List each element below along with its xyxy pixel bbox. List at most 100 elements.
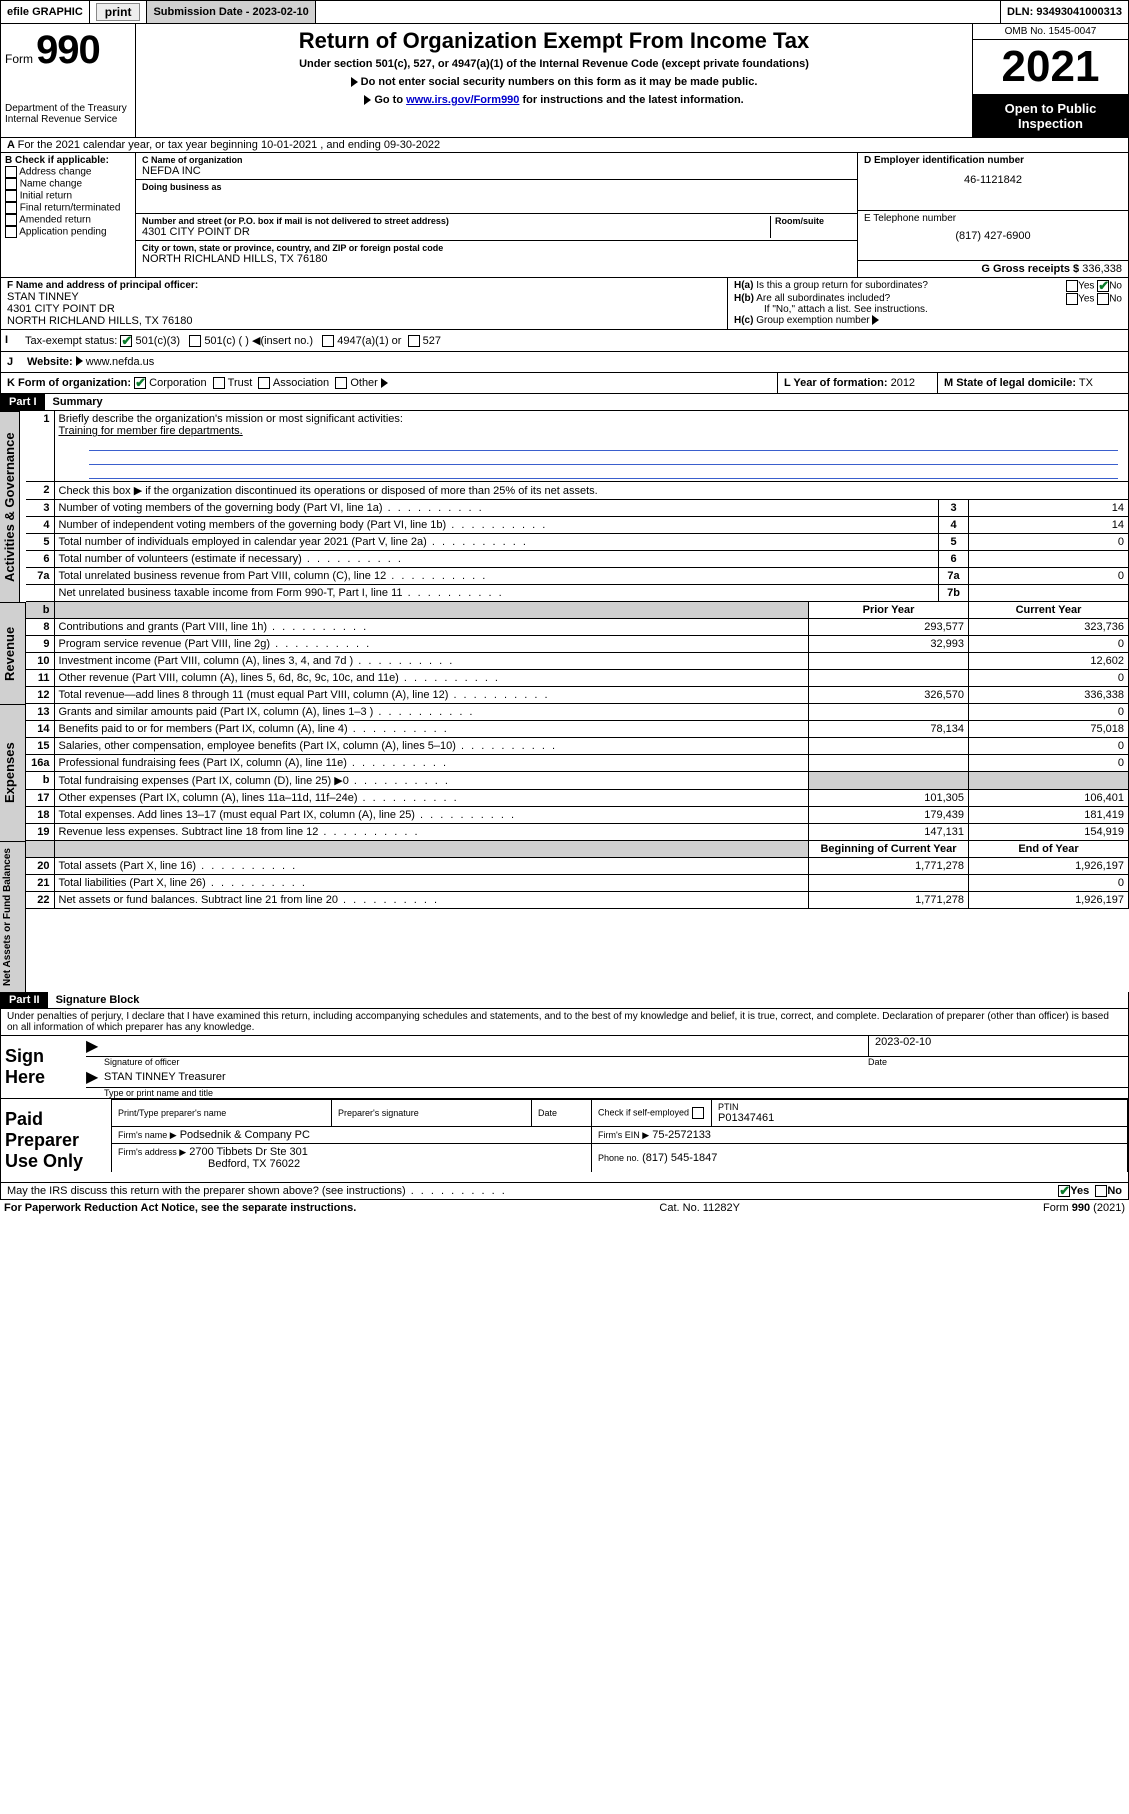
b-checkbox-item[interactable]: Name change xyxy=(5,178,131,190)
year-formation: 2012 xyxy=(891,377,915,389)
k-trust-checkbox[interactable] xyxy=(213,377,225,389)
k-other-checkbox[interactable] xyxy=(335,377,347,389)
gross-label: G Gross receipts $ xyxy=(981,263,1079,275)
subtitle-2: Do not enter social security numbers on … xyxy=(140,76,968,88)
firm-name: Podsednik & Company PC xyxy=(180,1129,310,1141)
gross-value: 336,338 xyxy=(1082,263,1122,275)
row-j: J Website: www.nefda.us xyxy=(0,352,1129,373)
state-domicile: TX xyxy=(1079,377,1093,389)
subtitle-1: Under section 501(c), 527, or 4947(a)(1)… xyxy=(140,58,968,70)
paid-preparer-block: Paid Preparer Use Only Print/Type prepar… xyxy=(0,1099,1129,1183)
discuss-row: May the IRS discuss this return with the… xyxy=(0,1183,1129,1200)
firm-addr: 2700 Tibbets Dr Ste 301 xyxy=(189,1146,308,1158)
b-checkbox-item[interactable]: Final return/terminated xyxy=(5,202,131,214)
dln: DLN: 93493041000313 xyxy=(1007,6,1122,18)
mission-text: Training for member fire departments. xyxy=(59,425,243,437)
i-501c-checkbox[interactable] xyxy=(189,335,201,347)
table-row: 20Total assets (Part X, line 16)1,771,27… xyxy=(26,858,1129,875)
sign-here-block: Sign Here ▶ 2023-02-10 Signature of offi… xyxy=(0,1036,1129,1099)
k-assoc-checkbox[interactable] xyxy=(258,377,270,389)
b-checkbox-item[interactable]: Application pending xyxy=(5,226,131,238)
table-row: 22Net assets or fund balances. Subtract … xyxy=(26,892,1129,909)
irs-label: Internal Revenue Service xyxy=(5,114,131,125)
ha-yes-checkbox[interactable] xyxy=(1066,280,1078,292)
phone-value: (817) 427-6900 xyxy=(864,230,1122,242)
section-fh: F Name and address of principal officer:… xyxy=(0,278,1129,330)
ha-no-checkbox[interactable] xyxy=(1097,280,1109,292)
hb-no-checkbox[interactable] xyxy=(1097,293,1109,305)
subtitle-3: Go to www.irs.gov/Form990 for instructio… xyxy=(140,94,968,106)
col-f: F Name and address of principal officer:… xyxy=(1,278,728,329)
part1-header: Part I Summary xyxy=(0,394,1129,411)
ein-value: 46-1121842 xyxy=(864,174,1122,186)
form-header: Form 990 Department of the Treasury Inte… xyxy=(0,24,1129,138)
omb-number: OMB No. 1545-0047 xyxy=(973,24,1128,40)
form-number: 990 xyxy=(36,28,100,72)
table-row: 7aTotal unrelated business revenue from … xyxy=(26,568,1129,585)
hb-yes-checkbox[interactable] xyxy=(1066,293,1078,305)
rev-table: b Prior Year Current Year 8Contributions… xyxy=(26,602,1129,704)
addr-label: Number and street (or P.O. box if mail i… xyxy=(142,216,766,226)
tax-year: 2021 xyxy=(1002,42,1100,91)
c-name-label: C Name of organization xyxy=(142,155,851,165)
table-row: 12Total revenue—add lines 8 through 11 (… xyxy=(26,687,1129,704)
b-checkbox-item[interactable]: Amended return xyxy=(5,214,131,226)
row-a: A For the 2021 calendar year, or tax yea… xyxy=(0,138,1129,153)
officer-addr1: 4301 CITY POINT DR xyxy=(7,303,721,315)
form-word: Form xyxy=(5,52,33,66)
table-row: 9Program service revenue (Part VIII, lin… xyxy=(26,636,1129,653)
col-c: C Name of organization NEFDA INC Doing b… xyxy=(136,153,858,277)
tab-netassets: Net Assets or Fund Balances xyxy=(0,841,26,992)
officer-name: STAN TINNEY xyxy=(7,291,721,303)
table-row: 17Other expenses (Part IX, column (A), l… xyxy=(26,790,1129,807)
col-deg: D Employer identification number 46-1121… xyxy=(858,153,1128,277)
table-row: 6Total number of volunteers (estimate if… xyxy=(26,551,1129,568)
self-employed-checkbox[interactable] xyxy=(692,1107,704,1119)
irs-link[interactable]: www.irs.gov/Form990 xyxy=(406,94,519,106)
row-i: I Tax-exempt status: 501(c)(3) 501(c) ( … xyxy=(0,330,1129,352)
b-checkbox-item[interactable]: Initial return xyxy=(5,190,131,202)
k-corp-checkbox[interactable] xyxy=(134,377,146,389)
col-h: H(a) Is this a group return for subordin… xyxy=(728,278,1128,329)
table-row: 14Benefits paid to or for members (Part … xyxy=(26,721,1129,738)
section-bcd: B Check if applicable: Address change Na… xyxy=(0,153,1129,278)
phone-label: E Telephone number xyxy=(864,213,1122,224)
header-bar: efile GRAPHIC print Submission Date - 20… xyxy=(0,0,1129,24)
dept-treasury: Department of the Treasury xyxy=(5,103,131,114)
i-501c3-checkbox[interactable] xyxy=(120,335,132,347)
exp-table: 13Grants and similar amounts paid (Part … xyxy=(26,704,1129,841)
triangle-icon xyxy=(872,315,879,325)
tab-activities: Activities & Governance xyxy=(0,411,20,602)
table-row: 10Investment income (Part VIII, column (… xyxy=(26,653,1129,670)
discuss-yes-checkbox[interactable] xyxy=(1058,1185,1070,1197)
dba-label: Doing business as xyxy=(142,182,851,192)
h-note: If "No," attach a list. See instructions… xyxy=(764,304,1122,315)
i-4947-checkbox[interactable] xyxy=(322,335,334,347)
sign-here-label: Sign Here xyxy=(1,1036,86,1098)
table-row: 18Total expenses. Add lines 13–17 (must … xyxy=(26,807,1129,824)
table-row: 8Contributions and grants (Part VIII, li… xyxy=(26,619,1129,636)
table-row: 21Total liabilities (Part X, line 26)0 xyxy=(26,875,1129,892)
table-row: Net unrelated business taxable income fr… xyxy=(26,585,1129,602)
row-klm: K Form of organization: Corporation Trus… xyxy=(0,373,1129,394)
discuss-no-checkbox[interactable] xyxy=(1095,1185,1107,1197)
org-city: NORTH RICHLAND HILLS, TX 76180 xyxy=(142,253,851,265)
tab-expenses: Expenses xyxy=(0,704,26,841)
part2-header: Part II Signature Block xyxy=(0,992,1129,1009)
firm-ein: 75-2572133 xyxy=(652,1129,711,1141)
officer-addr2: NORTH RICHLAND HILLS, TX 76180 xyxy=(7,315,721,327)
b-checkbox-item[interactable]: Address change xyxy=(5,166,131,178)
i-527-checkbox[interactable] xyxy=(408,335,420,347)
table-row: bTotal fundraising expenses (Part IX, co… xyxy=(26,772,1129,790)
na-table: Beginning of Current Year End of Year 20… xyxy=(26,841,1129,909)
preparer-phone: (817) 545-1847 xyxy=(642,1152,717,1164)
submission-date: Submission Date - 2023-02-10 xyxy=(153,6,308,18)
table-row: 4Number of independent voting members of… xyxy=(26,517,1129,534)
form-title: Return of Organization Exempt From Incom… xyxy=(140,28,968,54)
ein-label: D Employer identification number xyxy=(864,155,1122,166)
ptin-value: P01347461 xyxy=(718,1112,1121,1124)
website-link[interactable]: www.nefda.us xyxy=(86,356,154,368)
print-button[interactable]: print xyxy=(96,3,141,21)
triangle-icon xyxy=(381,378,388,388)
page-footer: For Paperwork Reduction Act Notice, see … xyxy=(0,1200,1129,1216)
